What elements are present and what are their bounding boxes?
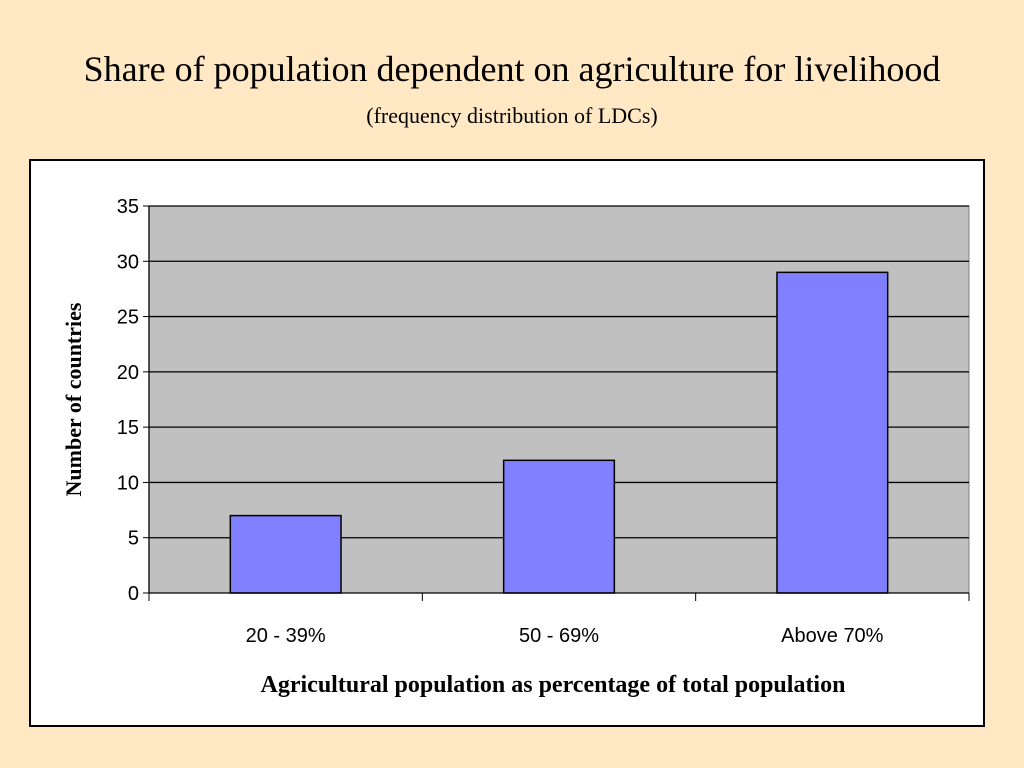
bar <box>502 459 616 594</box>
y-tick-label: 35 <box>117 196 139 218</box>
x-tick-label: 50 - 69% <box>519 625 599 647</box>
bars <box>229 271 889 594</box>
bar <box>229 514 342 594</box>
y-tick-label: 30 <box>117 251 139 273</box>
y-tick-label: 5 <box>128 528 139 550</box>
y-tick-label: 15 <box>117 417 139 439</box>
slide-subtitle: (frequency distribution of LDCs) <box>366 103 658 128</box>
x-tick-label: Above 70% <box>781 625 884 647</box>
slide-title: Share of population dependent on agricul… <box>83 49 941 89</box>
x-tick-labels: 20 - 39% 50 - 69% Above 70% <box>246 625 884 647</box>
y-tick-label: 20 <box>117 362 139 384</box>
y-tick-labels: 0 5 10 15 20 25 30 35 <box>117 196 139 605</box>
chart-frame: 0 5 10 15 20 25 30 35 20 - 39% 50 - 69% Above 70%… <box>29 159 985 727</box>
x-tick-label: 20 - 39% <box>246 625 326 647</box>
y-tick-label: 10 <box>117 472 139 494</box>
bar-chart: 0 5 10 15 20 25 30 35 20 - 39% 50 - 69% Above 70%… <box>61 196 970 698</box>
y-tick-label: 25 <box>117 307 139 329</box>
y-axis-title: Number of countries <box>61 302 86 496</box>
axes <box>143 205 970 601</box>
bar <box>776 271 889 594</box>
x-axis-title: Agricultural population as percentage of… <box>261 672 846 698</box>
y-tick-label: 0 <box>128 583 139 605</box>
